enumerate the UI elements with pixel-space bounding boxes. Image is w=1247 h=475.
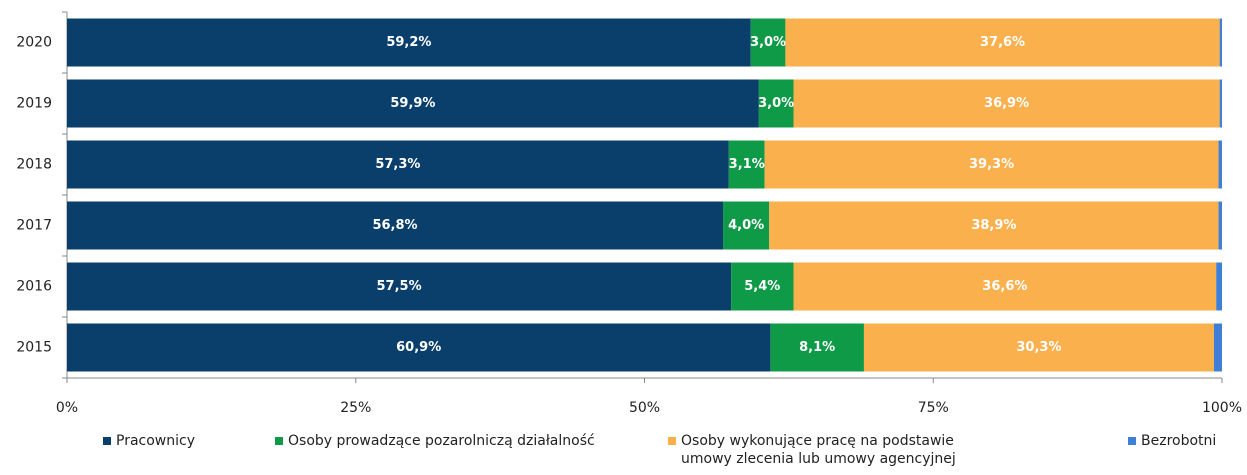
value-label: 56,8% [372,218,417,233]
bar-segment [723,201,770,250]
bar-segment [764,140,1219,189]
value-label: 59,2% [386,35,431,50]
bar-segment [67,262,732,311]
value-label: 36,6% [982,279,1027,294]
bar-segment [728,140,765,189]
x-tick-label: 50% [629,400,660,416]
bar-segment [1213,323,1222,372]
bar-segment [67,323,771,372]
value-label: 60,9% [396,340,441,355]
bar-segment [863,323,1214,372]
value-label: 57,5% [377,279,422,294]
legend-swatch [275,437,283,445]
y-tick-label: 2018 [16,157,52,173]
value-label: 39,3% [969,157,1014,172]
y-tick-label: 2016 [16,279,52,295]
bar-segment [1219,79,1222,128]
bar-segment [793,262,1217,311]
bar-segment [1216,262,1222,311]
bar-segment [750,18,786,67]
bar-segment [67,201,724,250]
x-tick-label: 75% [918,400,949,416]
legend-swatch [668,437,676,445]
legend-item: Osoby wykonujące pracę na podstawie umow… [668,432,988,468]
value-label: 30,3% [1016,340,1061,355]
legend-item: Osoby prowadzące pozarolniczą działalnoś… [275,432,655,450]
bar-segment [758,79,794,128]
bar-segment [67,79,759,128]
x-tick-label: 100% [1202,400,1242,416]
bar-segment [1219,18,1222,67]
value-label: 4,0% [728,218,764,233]
value-label: 37,6% [980,35,1025,50]
y-tick-label: 2017 [16,218,52,234]
legend-label: Bezrobotni [1141,433,1217,449]
y-tick-label: 2015 [16,340,52,356]
y-tick-label: 2020 [16,35,52,51]
value-label: 3,0% [758,96,794,111]
value-label: 3,1% [729,157,765,172]
bar-segment [769,201,1219,250]
legend-swatch [1128,437,1136,445]
legend-item: Bezrobotni [1128,432,1238,450]
bar-segment [1218,201,1222,250]
bar-segment [770,323,864,372]
chart: 0% 25% 50% 75% 100% 2020 59,2% 3,0% 37,6% 2019 59,… [16,11,1242,416]
bar-segment [793,79,1220,128]
legend-label: Osoby wykonujące pracę na podstawie umow… [681,433,956,467]
legend-swatch [103,437,111,445]
value-label: 57,3% [375,157,420,172]
value-label: 59,9% [390,96,435,111]
value-label: 3,0% [750,35,786,50]
value-label: 36,9% [984,96,1029,111]
value-label: 38,9% [971,218,1016,233]
bar-segment [67,18,751,67]
legend-label: Pracownicy [116,433,195,449]
bar-segment [1218,140,1222,189]
legend-label: Osoby prowadzące pozarolniczą działalnoś… [288,433,595,449]
bar-segment [731,262,794,311]
value-label: 8,1% [799,340,835,355]
legend-item: Pracownicy [103,432,253,450]
x-tick-label: 0% [56,400,78,416]
x-tick-label: 25% [340,400,371,416]
y-tick-label: 2019 [16,96,52,112]
bar-segment [785,18,1220,67]
value-label: 5,4% [744,279,780,294]
bar-segment [67,140,729,189]
